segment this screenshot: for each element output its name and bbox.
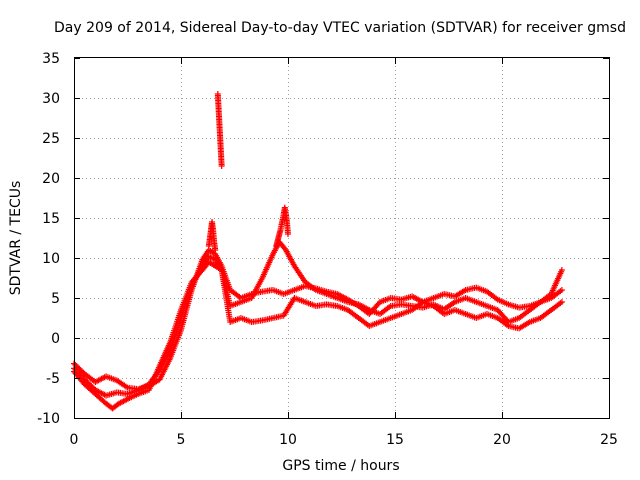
- x-tick-label: 10: [279, 432, 297, 448]
- y-tick-label: 10: [42, 251, 60, 267]
- y-axis-tick-labels: -10 -5 0 5 10 15 20 25 30 35: [37, 51, 60, 427]
- y-tick-label: 35: [42, 51, 60, 67]
- data-point-marker: [218, 163, 225, 169]
- x-tick-label: 20: [493, 432, 511, 448]
- x-axis-label: GPS time / hours: [282, 458, 399, 474]
- data-point-marker: [558, 287, 565, 293]
- y-tick-label: 25: [42, 131, 60, 147]
- y-tick-label: 15: [42, 211, 60, 227]
- y-tick-label: -5: [46, 371, 60, 387]
- y-tick-label: 0: [51, 331, 60, 347]
- x-axis-tick-labels: 0 5 10 15 20 25: [70, 432, 618, 448]
- x-tick-label: 15: [386, 432, 404, 448]
- data-point-marker: [558, 267, 565, 273]
- data-point-marker: [558, 299, 565, 305]
- x-tick-label: 5: [177, 432, 186, 448]
- chart-title: Day 209 of 2014, Sidereal Day-to-day VTE…: [54, 20, 626, 36]
- y-tick-label: 30: [42, 91, 60, 107]
- data-point-marker: [285, 231, 291, 237]
- y-axis-label: SDTVAR / TECUs: [8, 181, 24, 296]
- y-tick-label: -10: [37, 411, 60, 427]
- grid-lines: [74, 58, 609, 418]
- plot-frame: [74, 57, 610, 419]
- data-markers: [71, 91, 565, 412]
- y-tick-label: 20: [42, 171, 60, 187]
- x-tick-label: 25: [600, 432, 618, 448]
- x-tick-label: 0: [70, 432, 79, 448]
- y-tick-label: 5: [51, 291, 60, 307]
- axis-ticks: [74, 58, 610, 419]
- data-point-marker: [212, 247, 219, 253]
